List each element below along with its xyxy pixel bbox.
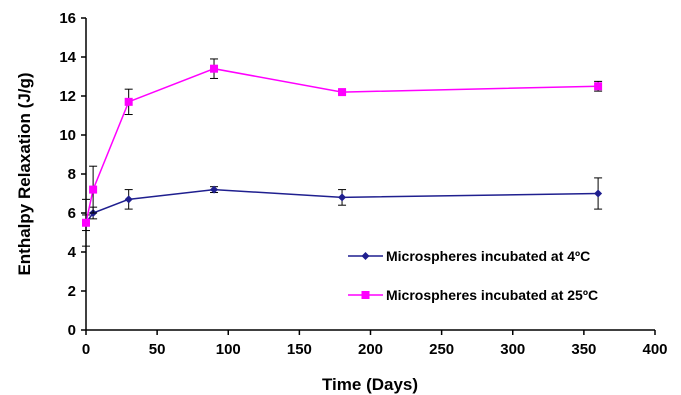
legend-entry-2: Microspheres incubated at 25ºC	[348, 287, 598, 303]
data-point	[89, 185, 98, 194]
x-axis-title: Time (Days)	[322, 375, 418, 394]
y-axis-title: Enthalpy Relaxation (J/g)	[15, 72, 34, 275]
x-tick-label: 150	[287, 341, 312, 358]
y-tick-label: 10	[59, 127, 76, 144]
y-tick-label: 8	[68, 166, 76, 183]
legend-marker-square	[361, 291, 370, 299]
y-tick-label: 6	[68, 205, 76, 222]
series-2-line	[85, 67, 599, 223]
legend: Microspheres incubated at 4ºC Microspher…	[348, 248, 598, 303]
y-tick-label: 0	[68, 322, 76, 339]
x-tick-label: 50	[149, 341, 166, 358]
data-point	[594, 189, 603, 198]
x-tick-label: 0	[82, 341, 90, 358]
data-point	[124, 97, 133, 106]
legend-label-2: Microspheres incubated at 25ºC	[386, 287, 598, 303]
data-point	[82, 218, 90, 227]
ticks: 0 2 4 6 8 10 12 14 16 0 50 100 150 200 250 300 350 400	[59, 10, 667, 358]
y-tick-label: 12	[59, 88, 76, 105]
x-tick-label: 250	[429, 341, 454, 358]
x-tick-label: 300	[500, 341, 525, 358]
data-point	[210, 185, 219, 194]
data-point	[210, 64, 219, 73]
data-point	[338, 88, 347, 97]
data-point	[594, 82, 603, 91]
y-tick-label: 14	[59, 49, 76, 66]
series-1	[82, 177, 603, 232]
data-point	[338, 193, 347, 202]
legend-marker-diamond	[361, 252, 370, 260]
legend-label-1: Microspheres incubated at 4ºC	[386, 248, 590, 264]
series	[82, 58, 603, 247]
series-2	[82, 58, 603, 247]
x-tick-label: 200	[358, 341, 383, 358]
legend-entry-1: Microspheres incubated at 4ºC	[348, 248, 590, 264]
y-tick-label: 4	[68, 244, 77, 261]
axes	[85, 18, 655, 331]
data-point	[124, 195, 133, 204]
x-tick-label: 100	[216, 341, 241, 358]
y-tick-label: 16	[59, 10, 76, 27]
x-tick-label: 350	[571, 341, 596, 358]
y-tick-label: 2	[68, 283, 76, 300]
x-tick-label: 400	[642, 341, 667, 358]
